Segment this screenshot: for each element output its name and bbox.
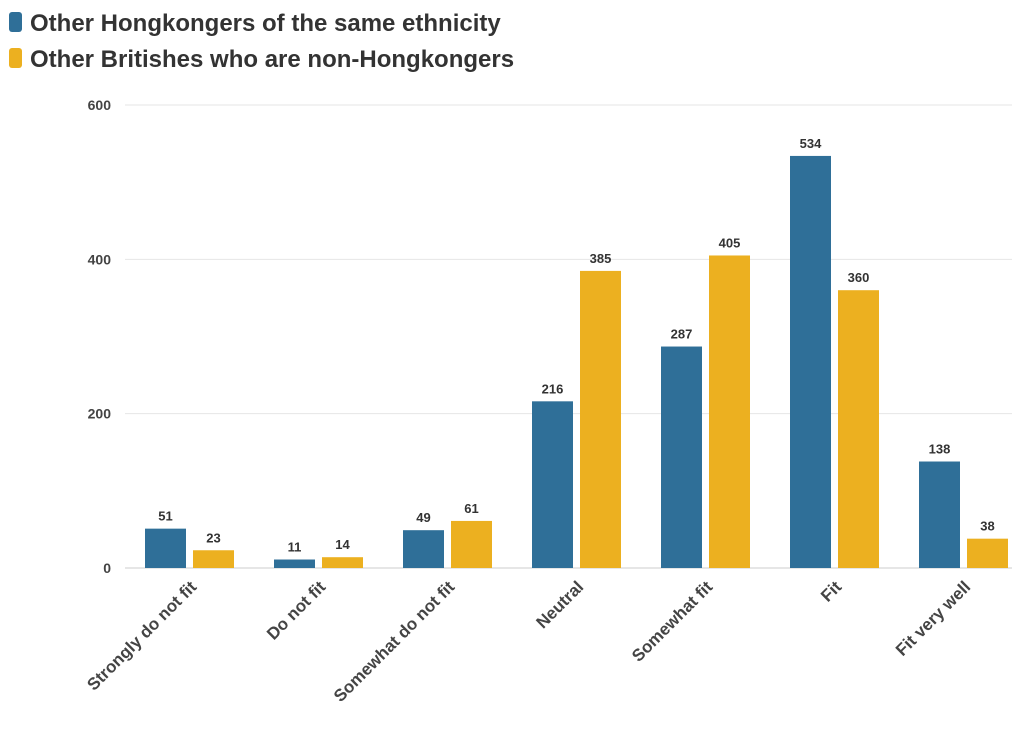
bars [145,155,1008,568]
legend-item-hongkongers: Other Hongkongers of the same ethnicity [9,10,501,37]
legend: Other Hongkongers of the same ethnicity … [9,10,514,73]
value-label-series0-cat2: 49 [416,510,430,525]
legend-item-britishes: Other Britishes who are non-Hongkongers [9,46,514,73]
bar-series1-cat6 [967,538,1008,568]
y-tick-label-400: 400 [88,251,112,267]
bar-series1-cat1 [322,557,363,568]
y-tick-label-600: 600 [88,97,112,113]
bar-series0-cat0 [145,528,186,568]
bar-series0-cat6 [919,461,960,568]
x-tick-label-1: Do not fit [263,577,329,643]
bar-series1-cat4 [709,255,750,568]
value-labels: 51 23 11 14 49 61 216 385 287 405 534 360 138 38 [158,136,994,555]
value-label-series0-cat6: 138 [929,442,951,457]
x-tick-label-3: Neutral [532,577,587,632]
bar-series0-cat3 [532,401,573,568]
bar-series1-cat3 [580,270,621,568]
value-label-series0-cat4: 287 [671,327,693,342]
x-tick-label-5: Fit [817,577,845,605]
value-label-series0-cat1: 11 [288,540,302,555]
legend-label-hongkongers: Other Hongkongers of the same ethnicity [30,10,501,37]
value-label-series1-cat0: 23 [206,530,220,545]
y-tick-label-0: 0 [103,560,111,576]
value-label-series1-cat6: 38 [980,519,994,534]
value-label-series1-cat2: 61 [464,501,478,516]
value-label-series1-cat5: 360 [848,270,870,285]
y-tick-label-200: 200 [88,406,112,422]
x-tick-label-6: Fit very well [892,577,974,659]
x-tick-label-0: Strongly do not fit [83,577,200,694]
x-axis: Strongly do not fit Do not fit Somewhat do… [83,577,974,706]
bar-series1-cat0 [193,550,234,568]
bar-series0-cat4 [661,346,702,568]
value-label-series1-cat3: 385 [590,251,612,266]
legend-swatch-britishes [9,48,22,68]
bar-series0-cat1 [274,559,315,568]
value-label-series0-cat3: 216 [542,381,564,396]
x-tick-label-2: Somewhat do not fit [330,577,459,706]
y-axis: 0 200 400 600 [88,97,112,576]
bar-series0-cat2 [403,530,444,568]
value-label-series1-cat1: 14 [335,537,350,552]
bar-series1-cat5 [838,290,879,568]
legend-label-britishes: Other Britishes who are non-Hongkongers [30,46,514,73]
value-label-series0-cat0: 51 [158,509,172,524]
value-label-series0-cat5: 534 [800,136,822,151]
bar-series0-cat5 [790,155,831,568]
bar-series1-cat2 [451,520,492,568]
legend-swatch-hongkongers [9,12,22,32]
x-tick-label-4: Somewhat fit [628,577,716,665]
value-label-series1-cat4: 405 [719,235,741,250]
